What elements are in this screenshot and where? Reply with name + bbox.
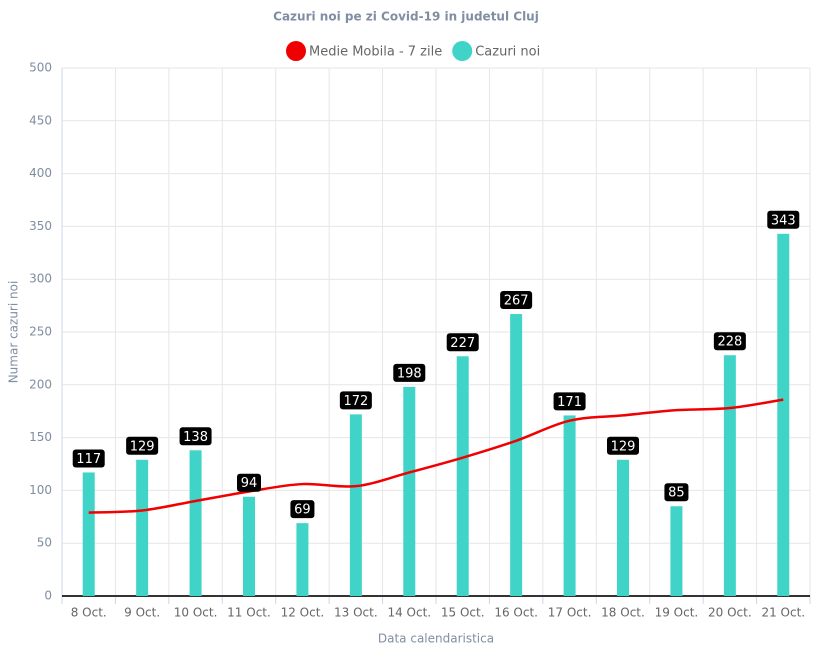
bar	[723, 355, 736, 596]
bar	[136, 459, 149, 596]
data-label: 129	[130, 439, 155, 454]
legend-marker	[452, 41, 473, 61]
data-label-box	[126, 436, 159, 455]
data-label: 117	[76, 452, 101, 467]
data-label-box	[553, 392, 586, 411]
x-tick-label: 19 Oct.	[655, 606, 699, 620]
y-tick-label: 350	[29, 219, 52, 233]
y-tick-label: 0	[44, 589, 52, 603]
data-label: 138	[183, 430, 208, 445]
bar	[189, 450, 202, 596]
y-tick-label: 150	[29, 430, 52, 444]
data-label-box	[713, 332, 746, 351]
bar	[510, 314, 523, 596]
legend: Medie Mobila - 7 zile Cazuri noi	[286, 41, 540, 61]
chart-title: Cazuri noi pe zi Covid-19 in judetul Clu…	[273, 10, 539, 24]
data-label: 267	[504, 294, 529, 309]
x-tick-label: 21 Oct.	[761, 606, 805, 620]
x-tick-label: 9 Oct.	[124, 606, 160, 620]
x-tick-label: 13 Oct.	[334, 606, 378, 620]
y-tick-label: 50	[37, 536, 52, 550]
data-label: 69	[294, 503, 311, 518]
data-label-box	[393, 363, 426, 382]
data-label-box	[72, 449, 105, 468]
bar	[670, 506, 683, 596]
data-label-box	[664, 483, 689, 502]
data-label-box	[290, 500, 315, 519]
data-label-box	[446, 333, 479, 352]
x-tick-label: 8 Oct.	[71, 606, 107, 620]
bar	[563, 415, 576, 596]
bar	[349, 414, 362, 596]
data-label: 171	[557, 395, 582, 410]
y-tick-label: 500	[29, 61, 52, 75]
data-label-box	[339, 391, 372, 410]
data-label: 94	[241, 476, 258, 491]
x-tick-label: 18 Oct.	[601, 606, 645, 620]
y-tick-label: 450	[29, 113, 52, 127]
data-label-box	[767, 210, 800, 229]
legend-marker	[286, 41, 306, 61]
data-label-box	[500, 291, 533, 310]
bar	[617, 459, 629, 596]
y-tick-label: 400	[29, 166, 52, 180]
x-tick-label: 14 Oct.	[387, 606, 431, 620]
data-label-box	[237, 473, 261, 492]
data-label-box	[607, 436, 639, 455]
data-label: 343	[771, 213, 796, 228]
data-label: 228	[717, 335, 742, 350]
bar	[403, 386, 416, 596]
bar	[456, 356, 469, 596]
x-tick-label: 16 Oct.	[494, 606, 538, 620]
y-tick-label: 300	[29, 272, 52, 286]
x-tick-label: 20 Oct.	[708, 606, 752, 620]
x-tick-label: 15 Oct.	[441, 606, 485, 620]
bar	[296, 523, 309, 596]
legend-label: Cazuri noi	[475, 45, 540, 60]
data-label: 85	[668, 486, 685, 501]
line	[88, 398, 784, 514]
x-tick-label: 12 Oct.	[281, 606, 325, 620]
y-axis-title: Numar cazuri noi	[7, 281, 21, 384]
x-tick-label: 10 Oct.	[174, 606, 218, 620]
legend-label: Medie Mobila - 7 zile	[309, 45, 442, 60]
y-tick-label: 200	[29, 377, 52, 391]
y-tick-label: 250	[29, 325, 52, 339]
bar	[777, 233, 790, 597]
x-axis-title: Data calendaristica	[378, 632, 494, 646]
x-tick-label: 17 Oct.	[548, 606, 592, 620]
data-label: 129	[611, 439, 636, 454]
data-label: 227	[450, 336, 475, 351]
data-label: 172	[343, 394, 368, 409]
data-label: 198	[397, 366, 422, 381]
bar	[243, 496, 255, 596]
x-tick-label: 11 Oct.	[227, 606, 271, 620]
y-tick-label: 100	[29, 483, 52, 497]
data-label-box	[179, 427, 212, 446]
bar	[82, 472, 95, 596]
